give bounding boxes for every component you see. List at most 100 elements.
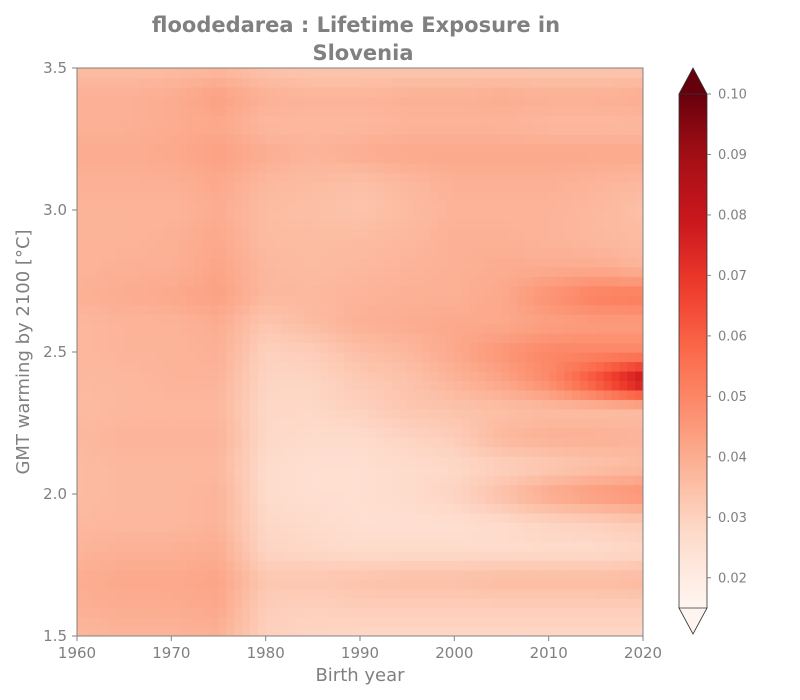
- heatmap-cell: [352, 342, 361, 353]
- heatmap-cell: [493, 210, 503, 221]
- heatmap-cell: [226, 399, 235, 410]
- heatmap-cell: [375, 191, 385, 202]
- heatmap-cell: [430, 541, 440, 552]
- heatmap-cell: [415, 210, 424, 221]
- heatmap-cell: [517, 323, 526, 334]
- heatmap-cell: [273, 86, 282, 97]
- heatmap-cell: [328, 399, 338, 410]
- heatmap-cell: [139, 314, 149, 325]
- heatmap-cell: [139, 560, 149, 571]
- heatmap-cell: [509, 522, 518, 533]
- heatmap-cell: [218, 389, 227, 400]
- heatmap-cell: [509, 257, 518, 268]
- heatmap-cell: [344, 446, 353, 457]
- heatmap-cell: [336, 134, 345, 145]
- heatmap-cell: [155, 503, 165, 514]
- heatmap-cell: [249, 456, 259, 467]
- heatmap-cell: [367, 124, 377, 135]
- heatmap-cell: [187, 475, 196, 486]
- heatmap-cell: [422, 408, 432, 419]
- heatmap-cell: [595, 247, 605, 258]
- heatmap-cell: [147, 361, 157, 372]
- heatmap-cell: [422, 399, 432, 410]
- heatmap-cell: [328, 380, 338, 391]
- heatmap-cell: [320, 465, 330, 476]
- heatmap-cell: [446, 550, 455, 561]
- heatmap-cell: [336, 588, 345, 599]
- heatmap-cell: [556, 228, 565, 239]
- heatmap-cell: [564, 617, 573, 628]
- heatmap-cell: [108, 238, 117, 249]
- heatmap-cell: [619, 494, 628, 505]
- heatmap-cell: [485, 115, 495, 126]
- heatmap-cell: [281, 295, 290, 306]
- heatmap-cell: [415, 333, 424, 344]
- heatmap-cell: [116, 617, 125, 628]
- heatmap-cell: [383, 200, 393, 211]
- heatmap-cell: [273, 238, 282, 249]
- heatmap-cell: [84, 276, 94, 287]
- heatmap-cell: [187, 323, 196, 334]
- heatmap-cell: [477, 68, 487, 79]
- heatmap-cell: [163, 247, 172, 258]
- heatmap-cell: [438, 172, 448, 183]
- heatmap-cell: [249, 588, 259, 599]
- heatmap-cell: [611, 342, 621, 353]
- heatmap-cell: [360, 96, 369, 107]
- heatmap-cell: [273, 200, 282, 211]
- heatmap-cell: [572, 68, 581, 79]
- heatmap-cell: [509, 105, 518, 116]
- heatmap-cell: [407, 494, 416, 505]
- heatmap-cell: [344, 86, 353, 97]
- heatmap-cell: [139, 162, 149, 173]
- heatmap-cell: [139, 437, 149, 448]
- heatmap-cell: [501, 389, 510, 400]
- heatmap-cell: [100, 456, 110, 467]
- heatmap-cell: [611, 86, 621, 97]
- heatmap-cell: [320, 399, 330, 410]
- heatmap-cell: [336, 380, 345, 391]
- heatmap-cell: [399, 342, 408, 353]
- heatmap-cell: [281, 266, 290, 277]
- heatmap-cell: [328, 475, 338, 486]
- heatmap-cell: [525, 295, 534, 306]
- heatmap-cell: [367, 617, 377, 628]
- heatmap-cell: [383, 77, 393, 88]
- heatmap-cell: [470, 86, 479, 97]
- heatmap-cell: [242, 285, 251, 296]
- heatmap-cell: [249, 427, 259, 438]
- heatmap-cell: [139, 352, 149, 363]
- heatmap-cell: [336, 323, 345, 334]
- heatmap-cell: [265, 153, 275, 164]
- heatmap-cell: [242, 342, 251, 353]
- heatmap-cell: [210, 380, 220, 391]
- heatmap-cell: [509, 200, 518, 211]
- heatmap-cell: [493, 456, 503, 467]
- heatmap-cell: [462, 210, 471, 221]
- heatmap-cell: [525, 494, 534, 505]
- heatmap-cell: [595, 143, 605, 154]
- heatmap-cell: [485, 588, 495, 599]
- heatmap-cell: [367, 418, 377, 429]
- heatmap-cell: [77, 172, 86, 183]
- heatmap-cell: [407, 314, 416, 325]
- heatmap-cell: [580, 484, 589, 495]
- heatmap-cell: [155, 626, 165, 636]
- heatmap-cell: [108, 484, 117, 495]
- heatmap-cell: [77, 323, 86, 334]
- heatmap-cell: [493, 285, 503, 296]
- heatmap-cell: [572, 143, 581, 154]
- heatmap-cell: [257, 228, 267, 239]
- heatmap-cell: [108, 323, 117, 334]
- heatmap-cell: [635, 238, 643, 249]
- heatmap-cell: [619, 77, 628, 88]
- heatmap-cell: [485, 228, 495, 239]
- heatmap-cell: [265, 512, 275, 523]
- heatmap-cell: [257, 115, 267, 126]
- heatmap-cell: [517, 105, 526, 116]
- heatmap-cell: [312, 124, 322, 135]
- heatmap-cell: [485, 191, 495, 202]
- heatmap-cell: [132, 550, 141, 561]
- heatmap-cell: [430, 257, 440, 268]
- heatmap-cell: [391, 531, 400, 542]
